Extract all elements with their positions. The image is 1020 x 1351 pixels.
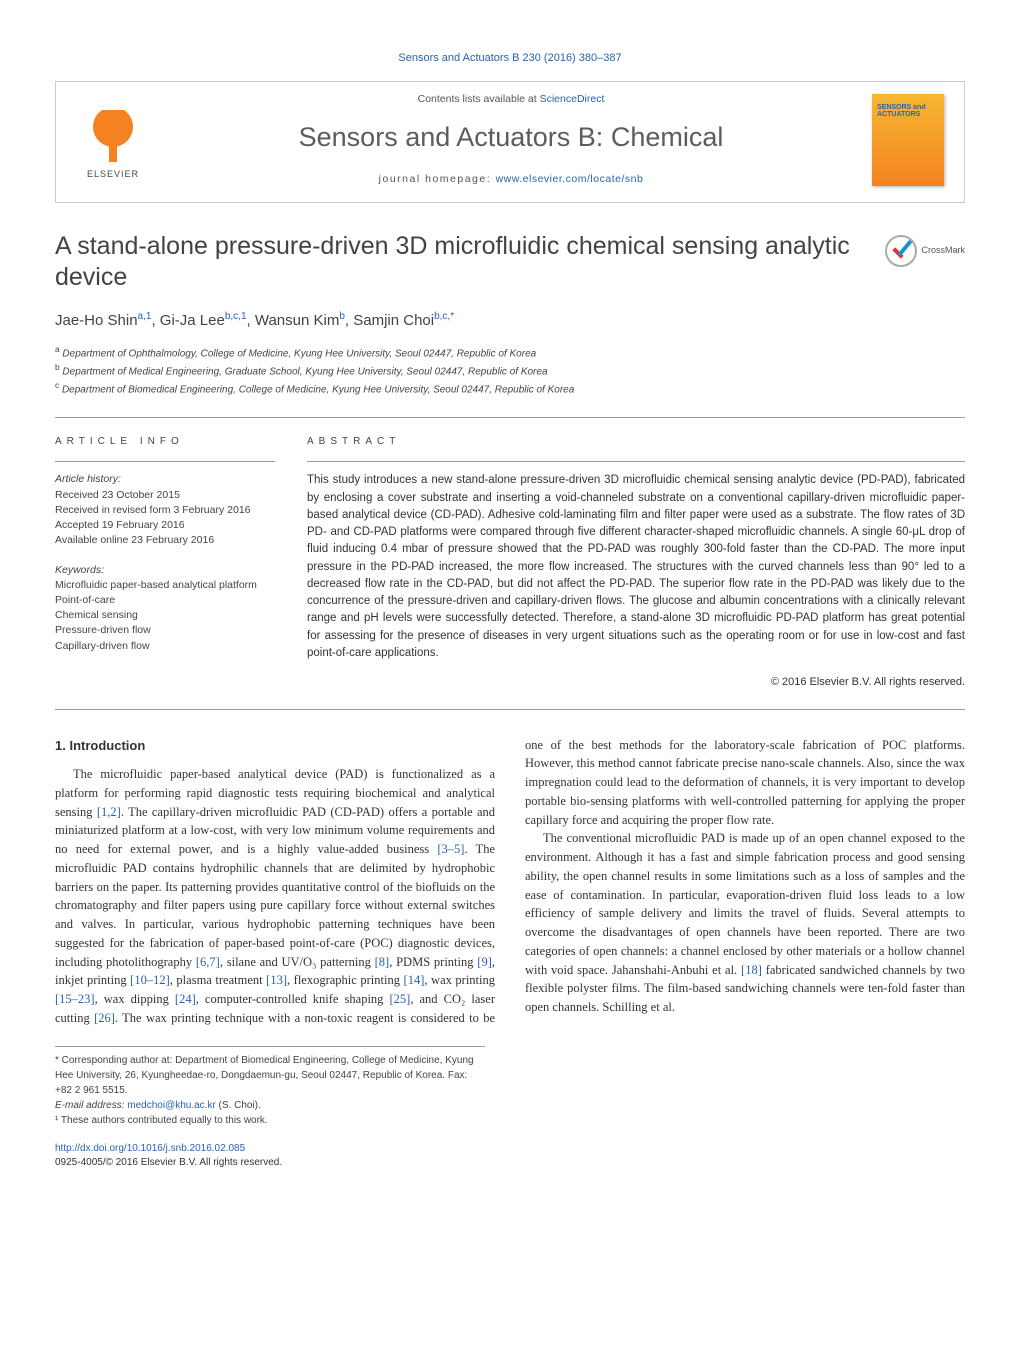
contents-available-line: Contents lists available at ScienceDirec… [150,92,872,108]
email-suffix: (S. Choi). [216,1100,261,1111]
abstract-heading: ABSTRACT [307,434,965,449]
corresponding-email-link[interactable]: medchoi@khu.ac.kr [127,1100,216,1111]
keywords-block: Keywords: Microfluidic paper-based analy… [55,563,275,654]
elsevier-logo: ELSEVIER [76,98,150,182]
history-item: Accepted 19 February 2016 [55,518,275,533]
article-history-block: Article history: Received 23 October 201… [55,472,275,548]
keyword-item: Capillary-driven flow [55,639,275,654]
crossmark-icon [885,235,917,267]
issn-copyright-line: 0925-4005/© 2016 Elsevier B.V. All right… [55,1157,282,1168]
history-item: Received in revised form 3 February 2016 [55,503,275,518]
keywords-label: Keywords: [55,563,275,578]
keyword-item: Point-of-care [55,593,275,608]
abstract-rule [307,461,965,462]
keyword-item: Pressure-driven flow [55,623,275,638]
doi-link[interactable]: http://dx.doi.org/10.1016/j.snb.2016.02.… [55,1143,245,1154]
contents-prefix: Contents lists available at [418,93,540,105]
homepage-prefix: journal homepage: [379,173,496,185]
equal-contribution-note: ¹ These authors contributed equally to t… [55,1113,485,1128]
history-label: Article history: [55,472,275,487]
abstract-text: This study introduces a new stand-alone … [307,472,965,662]
journal-cover-thumbnail [872,94,944,186]
sciencedirect-link[interactable]: ScienceDirect [540,93,605,105]
corresponding-author-note: * Corresponding author at: Department of… [55,1053,485,1098]
body-columns: 1. Introduction The microfluidic paper-b… [55,736,965,1028]
elsevier-tree-icon [83,110,143,166]
crossmark-label: CrossMark [921,244,965,258]
body-paragraph-2: The conventional microfluidic PAD is mad… [525,829,965,1017]
publisher-name: ELSEVIER [87,168,139,182]
affiliations-block: a Department of Ophthalmology, College o… [55,343,965,398]
doi-block: http://dx.doi.org/10.1016/j.snb.2016.02.… [55,1142,965,1170]
info-rule [55,461,275,462]
journal-reference: Sensors and Actuators B 230 (2016) 380–3… [55,50,965,67]
email-line: E-mail address: medchoi@khu.ac.kr (S. Ch… [55,1098,485,1113]
abstract-copyright: © 2016 Elsevier B.V. All rights reserved… [307,674,965,691]
journal-homepage-line: journal homepage: www.elsevier.com/locat… [150,172,872,188]
journal-title: Sensors and Actuators B: Chemical [150,117,872,158]
keyword-item: Microfluidic paper-based analytical plat… [55,578,275,593]
crossmark-badge[interactable]: CrossMark [885,235,965,267]
bottom-rule [55,709,965,710]
journal-header-box: ELSEVIER Contents lists available at Sci… [55,81,965,203]
history-item: Available online 23 February 2016 [55,533,275,548]
article-info-heading: ARTICLE INFO [55,434,275,449]
footnotes-block: * Corresponding author at: Department of… [55,1046,485,1128]
introduction-heading: 1. Introduction [55,736,495,756]
keyword-item: Chemical sensing [55,608,275,623]
journal-homepage-link[interactable]: www.elsevier.com/locate/snb [496,173,644,185]
email-label: E-mail address: [55,1100,127,1111]
history-item: Received 23 October 2015 [55,488,275,503]
article-title: A stand-alone pressure-driven 3D microfl… [55,231,855,294]
authors-line: Jae-Ho Shina,1, Gi-Ja Leeb,c,1, Wansun K… [55,309,965,333]
